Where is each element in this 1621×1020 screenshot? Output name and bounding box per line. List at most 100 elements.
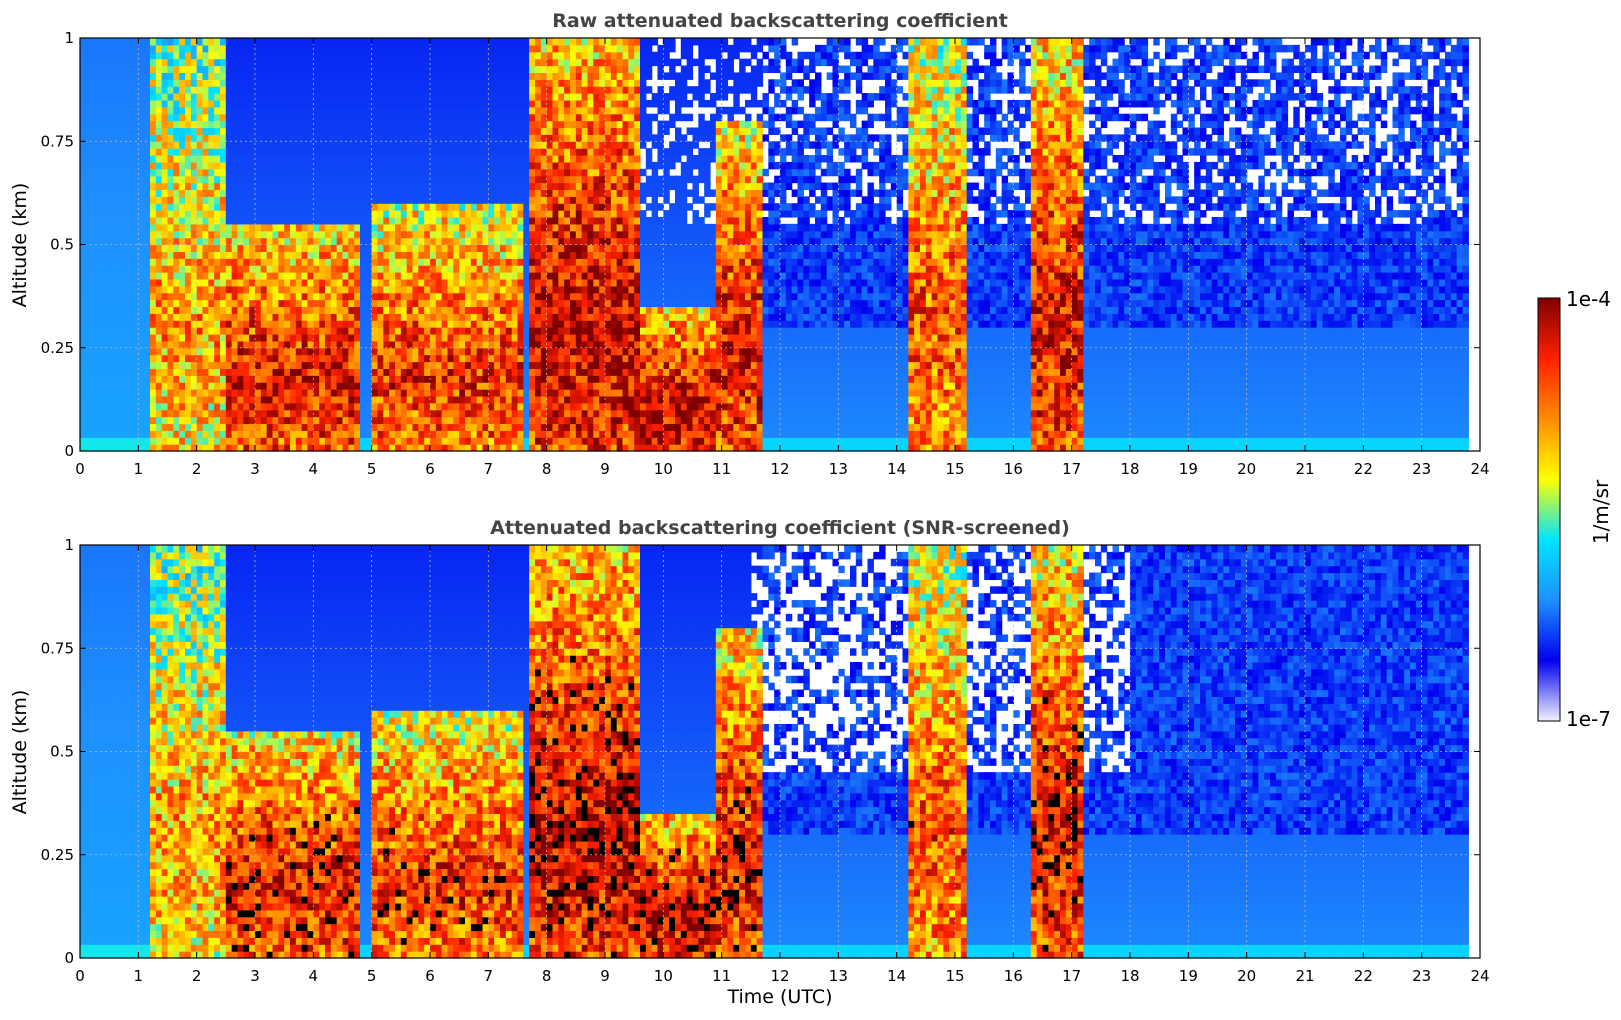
heatmap-cell (203, 279, 209, 286)
heatmap-cell (354, 121, 360, 128)
heatmap-cell (465, 45, 471, 52)
heatmap-cell (80, 423, 86, 430)
heatmap-cell (243, 375, 249, 382)
heatmap-cell (535, 265, 541, 272)
heatmap-cell (220, 320, 226, 327)
heatmap-cell (144, 141, 150, 148)
heatmap-cell (348, 134, 354, 141)
heatmap-cell (278, 327, 284, 334)
heatmap-cell (243, 231, 249, 238)
heatmap-cell (127, 183, 133, 190)
heatmap-cell (150, 272, 156, 279)
heatmap-cell (465, 169, 471, 176)
heatmap-cell (255, 430, 261, 437)
heatmap-cell (273, 410, 279, 417)
heatmap-cell (442, 127, 448, 134)
heatmap-cell (337, 93, 343, 100)
heatmap-cell (156, 141, 162, 148)
heatmap-cell (144, 203, 150, 210)
heatmap-cell (343, 327, 349, 334)
heatmap-cell (448, 258, 454, 265)
heatmap-cell (214, 368, 220, 375)
heatmap-cell (173, 217, 179, 224)
heatmap-cell (547, 134, 553, 141)
heatmap-cell (477, 148, 483, 155)
heatmap-cell (448, 423, 454, 430)
heatmap-cell (372, 410, 378, 417)
heatmap-cell (156, 410, 162, 417)
heatmap-cell (197, 362, 203, 369)
heatmap-cell (284, 334, 290, 341)
heatmap-cell (162, 410, 168, 417)
heatmap-cell (529, 334, 535, 341)
heatmap-cell (378, 66, 384, 73)
heatmap-cell (162, 437, 168, 444)
heatmap-cell (494, 430, 500, 437)
heatmap-cell (418, 272, 424, 279)
heatmap-cell (523, 72, 529, 79)
heatmap-cell (512, 86, 518, 93)
heatmap-cell (413, 121, 419, 128)
heatmap-cell (465, 300, 471, 307)
heatmap-cell (290, 293, 296, 300)
heatmap-cell (459, 148, 465, 155)
heatmap-cell (459, 389, 465, 396)
heatmap-cell (150, 313, 156, 320)
heatmap-cell (179, 272, 185, 279)
heatmap-cell (109, 313, 115, 320)
heatmap-cell (150, 410, 156, 417)
heatmap-cell (109, 417, 115, 424)
heatmap-cell (465, 251, 471, 258)
heatmap-cell (465, 183, 471, 190)
heatmap-cell (529, 66, 535, 73)
heatmap-cell (471, 334, 477, 341)
heatmap-cell (378, 258, 384, 265)
heatmap-cell (238, 389, 244, 396)
heatmap-cell (80, 286, 86, 293)
heatmap-cell (144, 423, 150, 430)
heatmap-cell (512, 368, 518, 375)
heatmap-cell (156, 265, 162, 272)
heatmap-cell (348, 306, 354, 313)
heatmap-cell (453, 286, 459, 293)
heatmap-cell (401, 313, 407, 320)
heatmap-cell (109, 348, 115, 355)
heatmap-cell (109, 169, 115, 176)
heatmap-cell (319, 396, 325, 403)
heatmap-cell (98, 410, 104, 417)
heatmap-cell (436, 238, 442, 245)
heatmap-cell (150, 362, 156, 369)
heatmap-cell (436, 59, 442, 66)
heatmap-cell (518, 196, 524, 203)
heatmap-cell (319, 189, 325, 196)
heatmap-cell (512, 169, 518, 176)
heatmap-cell (243, 430, 249, 437)
heatmap-cell (220, 66, 226, 73)
heatmap-cell (127, 203, 133, 210)
heatmap-cell (430, 410, 436, 417)
heatmap-cell (296, 362, 302, 369)
heatmap-cell (92, 368, 98, 375)
heatmap-cell (436, 231, 442, 238)
heatmap-cell (401, 423, 407, 430)
heatmap-cell (407, 141, 413, 148)
heatmap-cell (302, 362, 308, 369)
heatmap-cell (302, 327, 308, 334)
heatmap-cell (401, 231, 407, 238)
heatmap-cell (278, 52, 284, 59)
heatmap-cell (127, 382, 133, 389)
heatmap-cell (319, 231, 325, 238)
heatmap-cell (465, 148, 471, 155)
heatmap-cell (185, 114, 191, 121)
heatmap-cell (220, 334, 226, 341)
heatmap-cell (313, 348, 319, 355)
heatmap-cell (313, 362, 319, 369)
heatmap-cell (413, 203, 419, 210)
heatmap-cell (133, 306, 139, 313)
heatmap-cell (173, 258, 179, 265)
heatmap-cell (185, 313, 191, 320)
heatmap-cell (80, 189, 86, 196)
heatmap-cell (267, 148, 273, 155)
heatmap-cell (518, 300, 524, 307)
heatmap-cell (383, 375, 389, 382)
